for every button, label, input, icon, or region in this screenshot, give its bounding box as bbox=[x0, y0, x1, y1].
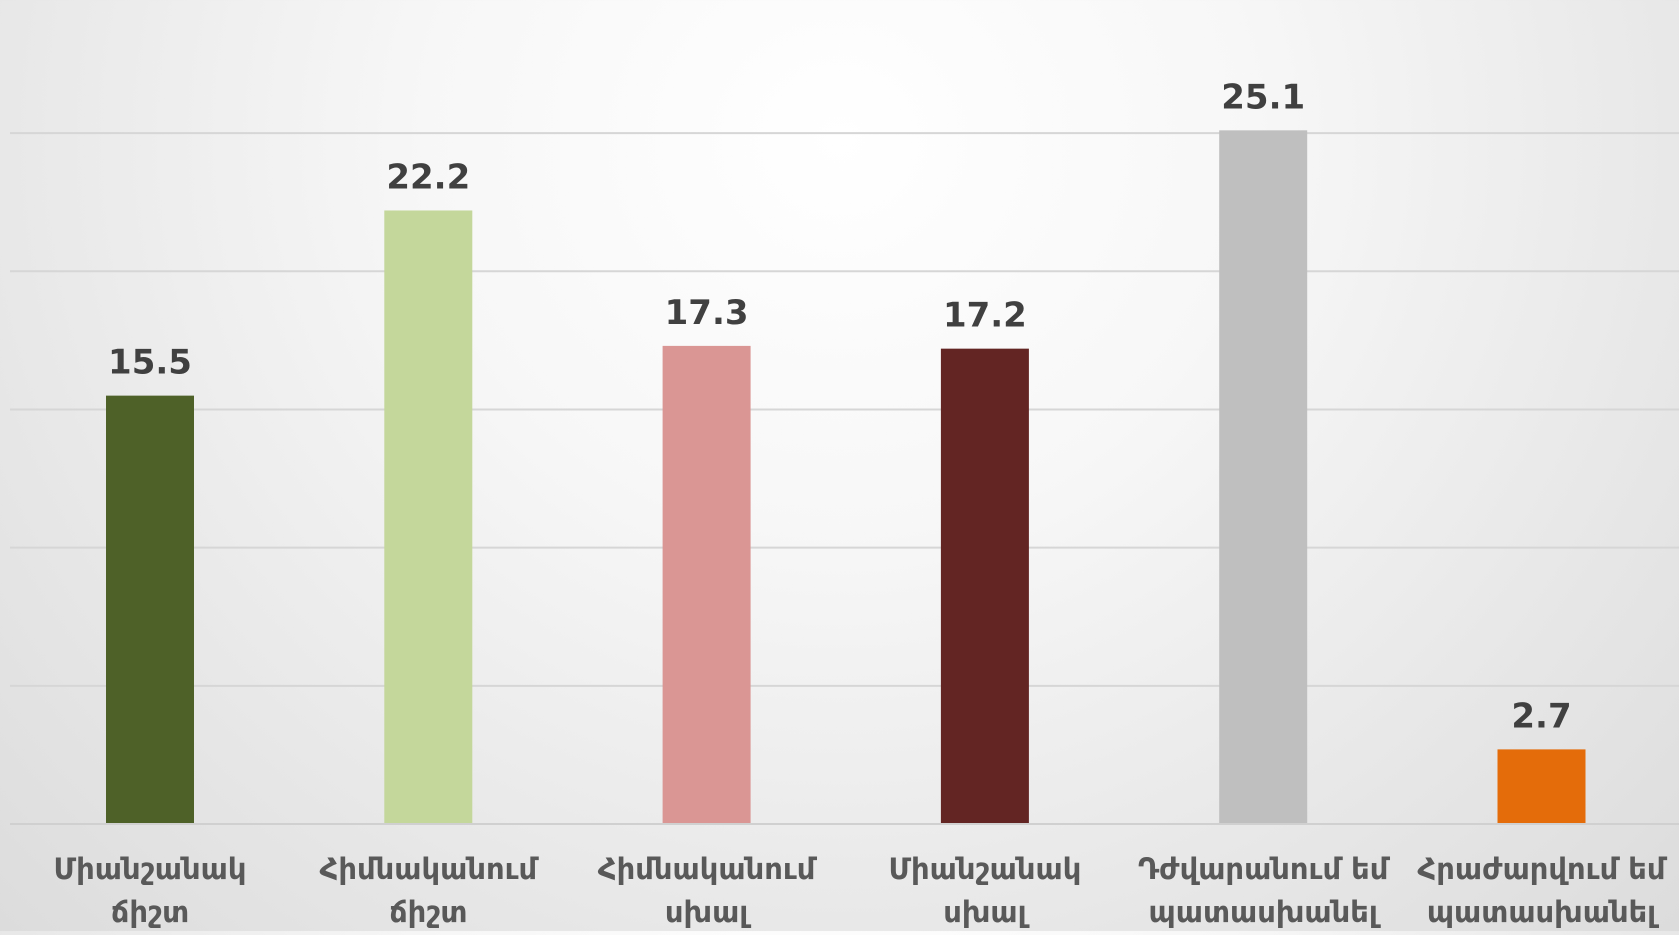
category-label: Դժվարանում եմ պատասխանել bbox=[1138, 852, 1391, 929]
bar bbox=[106, 395, 194, 824]
data-label: 17.3 bbox=[665, 293, 749, 333]
value-labels: 15.5 22.2 17.3 17.2 25.1 2.7 bbox=[108, 77, 1572, 736]
data-label: 22.2 bbox=[386, 157, 470, 197]
category-label: Հիմնականում ճիշտ bbox=[319, 852, 539, 929]
bar bbox=[1497, 749, 1586, 824]
bar bbox=[384, 210, 473, 825]
bar bbox=[662, 345, 751, 824]
gridlines bbox=[10, 132, 1679, 687]
bar bbox=[940, 348, 1029, 824]
data-label: 15.5 bbox=[108, 343, 192, 383]
category-label: Հիմնականում սխալ bbox=[598, 852, 818, 929]
category-label: Միանշանակ ճիշտ bbox=[54, 852, 247, 929]
category-label: Միանշանակ սխալ bbox=[888, 852, 1081, 929]
data-label: 2.7 bbox=[1511, 696, 1571, 736]
category-labels: Միանշանակ ճիշտ Հիմնականում ճիշտ Հիմնականում ս… bbox=[54, 852, 1668, 929]
data-label: 25.1 bbox=[1221, 77, 1305, 117]
bars bbox=[106, 130, 1586, 825]
bar bbox=[1219, 130, 1308, 824]
category-label: Հրաժարվում եմ պատասխանել bbox=[1417, 852, 1667, 929]
data-label: 17.2 bbox=[943, 296, 1027, 336]
